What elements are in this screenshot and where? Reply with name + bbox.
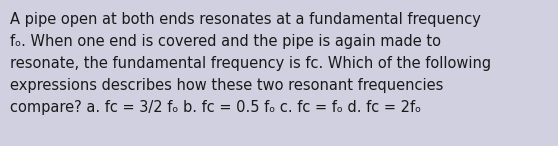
Text: fₒ. When one end is covered and the pipe is again made to: fₒ. When one end is covered and the pipe… (10, 34, 441, 49)
Text: expressions describes how these two resonant frequencies: expressions describes how these two reso… (10, 78, 444, 93)
Text: resonate, the fundamental frequency is fc. Which of the following: resonate, the fundamental frequency is f… (10, 56, 491, 71)
Text: A pipe open at both ends resonates at a fundamental frequency: A pipe open at both ends resonates at a … (10, 12, 481, 27)
Text: compare? a. fc = 3/2 fₒ b. fc = 0.5 fₒ c. fc = fₒ d. fc = 2fₒ: compare? a. fc = 3/2 fₒ b. fc = 0.5 fₒ c… (10, 100, 421, 115)
